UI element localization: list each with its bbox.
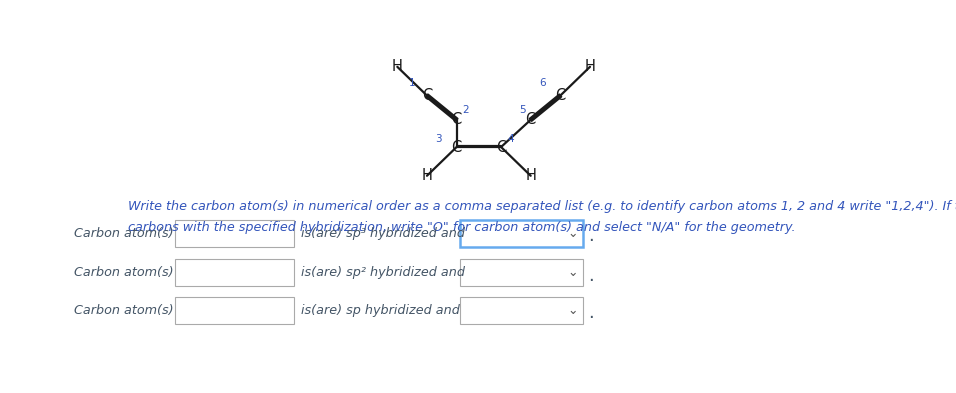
Text: ⌄: ⌄ <box>568 227 578 240</box>
Text: C: C <box>451 140 462 154</box>
FancyBboxPatch shape <box>175 259 293 286</box>
FancyBboxPatch shape <box>175 297 293 324</box>
Text: .: . <box>588 305 594 323</box>
Text: 6: 6 <box>539 78 546 88</box>
Text: H: H <box>422 168 432 183</box>
Text: 1: 1 <box>409 78 416 88</box>
Text: .: . <box>588 227 594 245</box>
FancyBboxPatch shape <box>460 259 582 286</box>
Text: is(are) sp hybridized and: is(are) sp hybridized and <box>301 304 460 317</box>
Text: ⌄: ⌄ <box>568 266 578 279</box>
Text: H: H <box>392 59 402 74</box>
Text: C: C <box>555 88 565 103</box>
Text: C: C <box>451 112 462 127</box>
Text: 2: 2 <box>463 105 469 115</box>
Text: Carbon atom(s): Carbon atom(s) <box>74 227 174 240</box>
Text: Write the carbon atom(s) in numerical order as a comma separated list (e.g. to i: Write the carbon atom(s) in numerical or… <box>128 200 956 213</box>
Text: Carbon atom(s): Carbon atom(s) <box>74 266 174 279</box>
Text: is(are) sp² hybridized and: is(are) sp² hybridized and <box>301 266 465 279</box>
Text: H: H <box>525 168 536 183</box>
FancyBboxPatch shape <box>175 220 293 247</box>
Text: 3: 3 <box>435 134 442 144</box>
Text: Carbon atom(s): Carbon atom(s) <box>74 304 174 317</box>
Text: .: . <box>588 266 594 285</box>
Text: is(are) sp³ hybridized and: is(are) sp³ hybridized and <box>301 227 465 240</box>
Text: C: C <box>422 88 432 103</box>
FancyBboxPatch shape <box>460 220 582 247</box>
Text: H: H <box>584 59 596 74</box>
Text: carbons with the specified hybridization, write "O" for carbon atom(s) and selec: carbons with the specified hybridization… <box>128 221 796 234</box>
Text: 4: 4 <box>507 134 513 144</box>
Text: C: C <box>496 140 506 154</box>
Text: ⌄: ⌄ <box>568 304 578 317</box>
Text: C: C <box>526 112 535 127</box>
FancyBboxPatch shape <box>460 297 582 324</box>
Text: 5: 5 <box>519 105 526 115</box>
